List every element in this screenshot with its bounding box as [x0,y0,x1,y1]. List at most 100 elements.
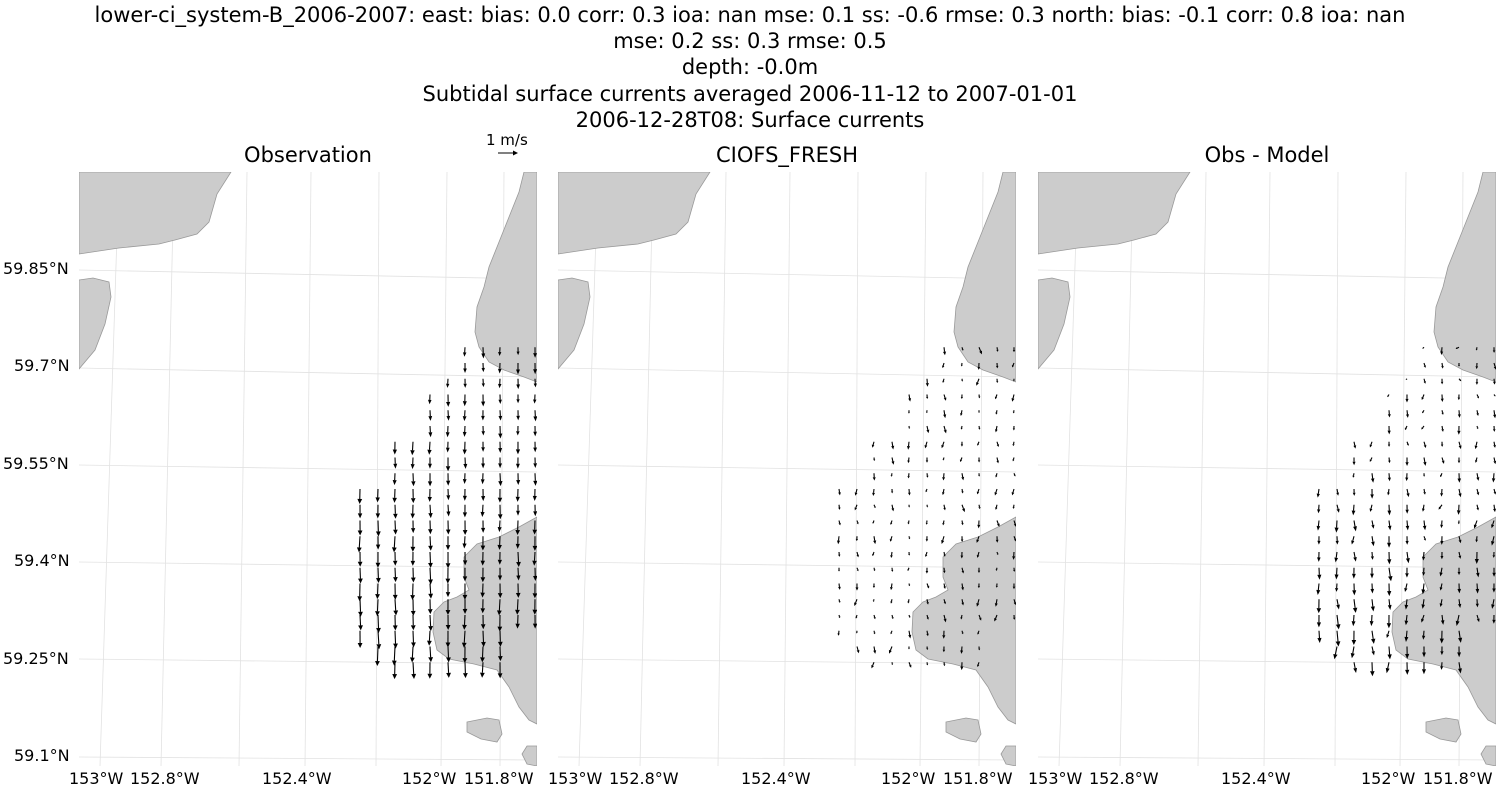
lon-tick-152-panel1: 152°W [402,769,457,788]
panel-title-difference: Obs - Model [1204,143,1330,167]
current-arrow-12-12-head [533,431,537,437]
longitude-line-11 [1399,172,1407,766]
current-arrow-11-13-shaft [996,441,999,445]
current-arrow-6-14-head [1388,460,1391,464]
current-arrow-3-24-head [376,627,381,633]
current-arrow-12-11-head [1493,414,1496,419]
land-northeast [953,172,1016,383]
current-arrow-7-13-head [924,444,928,449]
current-arrow-10-8-head [1457,365,1461,367]
current-arrow-10-15-head [1457,478,1461,483]
current-arrow-4-27-head [1353,667,1358,674]
current-arrow-5-20-head [410,560,416,566]
current-arrow-7-16-head [1406,493,1410,498]
current-arrow-4-22-head [872,585,876,589]
longitude-line-10 [375,172,380,766]
current-arrow-6-27-head [908,664,912,668]
longitude-line-8 [1197,172,1207,766]
current-arrow-6-25-head [1386,634,1390,639]
map-canvas [1038,172,1496,766]
current-arrow-2-18-head [357,530,363,536]
current-arrow-10-16-head [976,491,980,495]
current-arrow-12-21-head [1492,572,1496,577]
current-arrow-8-20-head [943,554,946,557]
current-arrow-11-24-shaft [995,614,998,619]
current-arrow-4-18-head [393,529,398,535]
current-arrow-10-22-head [977,586,981,589]
current-arrow-9-12-head [960,427,963,430]
current-arrow-5-26-head [409,657,415,663]
current-arrow-11-24-head [515,623,520,629]
current-arrow-6-20-head [428,562,433,568]
current-arrow-2-23-head [358,611,363,617]
current-arrow-10-22-head [1457,588,1462,594]
current-arrow-8-17-shaft [943,504,946,508]
current-arrow-8-9-head [942,380,945,383]
current-arrow-12-7-head [1012,350,1016,353]
lat-tick-59-1: 59.1°N [14,746,70,765]
current-arrow-10-25-head [977,632,980,635]
current-arrow-8-23-head [1421,604,1425,609]
current-arrow-5-21-head [1370,573,1374,579]
current-arrow-6-24-head [1386,623,1392,629]
current-arrow-4-15-head [392,480,397,486]
current-arrow-12-15-head [1491,478,1496,483]
current-arrow-8-17-head [1421,508,1425,512]
current-arrow-5-25-head [411,642,416,648]
current-arrow-8-13-shaft [942,441,945,446]
current-arrow-3-25-head [376,644,382,650]
current-arrow-6-14-head [907,460,910,464]
current-arrow-5-27-head [1370,671,1375,677]
current-arrow-12-9-head [1493,381,1496,385]
current-arrow-5-17-shaft [1370,504,1373,509]
current-arrow-8-17-head [462,512,468,518]
current-arrow-6-14-head [428,463,432,469]
current-arrow-11-20-shaft [996,551,999,554]
current-arrow-3-26-head [1333,653,1338,660]
current-arrow-2-21-head [837,569,841,572]
current-arrow-6-22-head [428,593,434,599]
current-arrow-11-14-head [515,463,520,469]
graticule [79,172,537,766]
current-arrow-4-24-head [1351,621,1356,627]
current-arrow-11-23-head [1475,603,1479,608]
current-arrow-8-25-shaft [463,630,466,643]
current-arrow-4-13-shaft [1353,441,1356,446]
longitude-line-10 [854,172,859,766]
current-arrow-7-26-head [446,657,451,663]
current-arrow-5-26-shaft [1371,646,1374,652]
scale-arrow [498,150,518,156]
current-arrow-10-8-head [497,368,502,374]
current-arrow-7-23-shaft [926,599,929,603]
current-arrow-6-23-head [1387,604,1392,610]
current-arrow-2-19-head [356,547,362,553]
current-arrow-7-24-shaft [1405,614,1408,621]
current-arrow-4-27-head [392,674,398,680]
current-arrow-3-17-shaft [855,504,858,509]
current-arrow-12-16-shaft [1493,488,1496,493]
current-arrow-8-21-head [462,576,468,582]
current-arrow-12-10-head [1494,395,1496,397]
current-arrow-3-16-shaft [855,488,858,493]
current-arrow-11-17-shaft [1476,504,1479,509]
lat-tick-59-55: 59.55°N [3,454,69,473]
current-arrow-4-19-head [391,547,397,553]
current-arrow-6-10-shaft [908,394,911,399]
lon-tick-152-8-panel3: 152.8°W [1089,769,1159,788]
current-arrow-8-8-shaft [1423,362,1426,366]
current-arrow-3-23-shaft [855,599,858,604]
current-arrow-5-23-head [1370,606,1375,612]
current-arrow-10-25-head [1458,637,1463,643]
current-arrow-12-12-head [1012,428,1016,431]
current-arrow-8-12-shaft [1422,425,1425,429]
current-arrow-12-19-head [1491,540,1495,546]
current-arrow-10-24-head [497,626,503,632]
land [558,172,1016,766]
current-arrow-2-19-shaft [358,536,361,548]
current-arrow-12-7-head [533,353,537,358]
current-arrow-5-24-head [410,625,416,631]
current-arrow-12-20-head [532,560,537,566]
lon-tick-152-panel3: 152°W [1361,769,1416,788]
current-arrow-10-27-shaft [1458,662,1461,669]
current-arrow-11-11-head [995,412,998,415]
